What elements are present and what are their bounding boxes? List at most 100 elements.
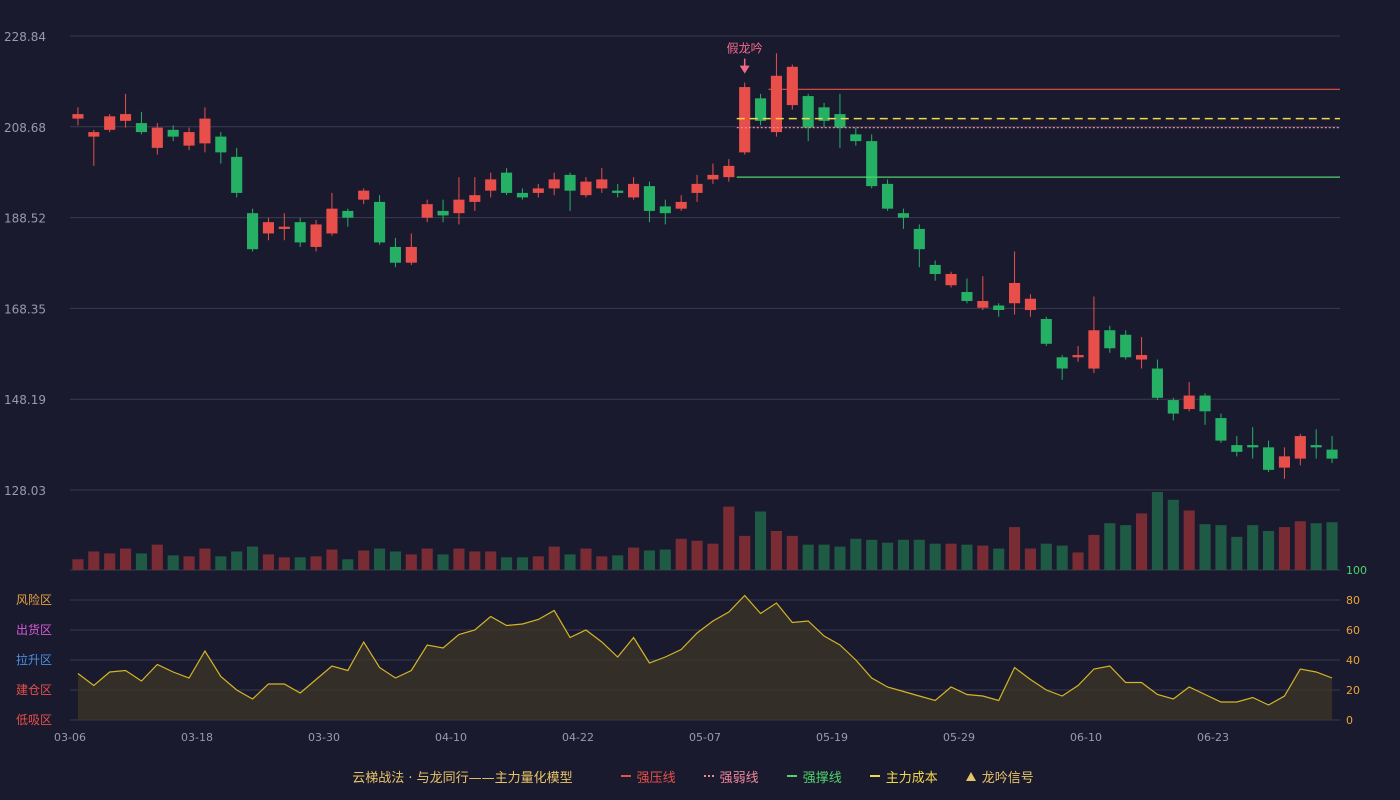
volume-bar	[691, 540, 703, 570]
legend-swatch	[703, 775, 714, 777]
legend-label: 主力成本	[885, 770, 938, 786]
volume-bar	[231, 551, 243, 570]
candle-body	[469, 195, 481, 202]
candle-body	[405, 246, 417, 263]
volume-bar	[866, 539, 878, 570]
volume-bar	[739, 535, 751, 570]
candle-body	[199, 118, 211, 144]
volume-bar	[151, 544, 163, 570]
volume-bar	[135, 553, 147, 570]
volume-bar	[993, 548, 1005, 570]
volume-bar	[374, 548, 386, 570]
legend-item-weak[interactable]: 强弱线	[703, 767, 759, 786]
volume-bar	[437, 554, 449, 570]
candle-body	[1167, 400, 1179, 414]
volume-bar	[802, 544, 814, 570]
candle-body	[945, 273, 957, 286]
volume-bar	[262, 554, 274, 570]
candle-body	[72, 114, 84, 119]
volume-bar	[961, 544, 973, 570]
candle-body	[802, 96, 814, 128]
candle-body	[993, 305, 1005, 310]
candle-body	[294, 222, 306, 243]
candle-body	[1009, 282, 1021, 304]
candle-body	[167, 129, 179, 137]
candle-body	[723, 165, 735, 178]
candle-body	[850, 134, 862, 142]
candle-body	[739, 87, 751, 153]
x-tick-label: 06-23	[1197, 731, 1229, 744]
volume-bar	[1278, 527, 1290, 570]
candle-body	[135, 123, 147, 133]
signal-label: 假龙吟	[727, 41, 763, 56]
volume-bar	[120, 548, 132, 570]
osc-zone-label: 建仓区	[16, 683, 52, 697]
volume-bar	[516, 557, 528, 570]
volume-bar	[342, 559, 354, 570]
candle-body	[548, 179, 560, 189]
osc-zone-label: 风险区	[16, 592, 52, 607]
candle-body	[659, 206, 671, 214]
candle-body	[453, 199, 465, 214]
volume-bar	[278, 557, 290, 570]
volume-bar	[675, 538, 687, 570]
oscillator-line	[77, 594, 1333, 706]
volume-bar	[453, 548, 465, 570]
candle-body	[1310, 445, 1322, 448]
candle-body	[1183, 395, 1195, 410]
volume-bar	[310, 556, 322, 570]
volume-bar	[977, 545, 989, 570]
volume-bar	[1120, 525, 1132, 570]
volume-bar	[818, 544, 830, 570]
volume-bar	[485, 551, 497, 570]
volume-bar	[945, 543, 957, 570]
x-tick-label: 05-29	[943, 731, 975, 744]
volume-bar	[167, 555, 179, 570]
candle-body	[675, 201, 687, 209]
volume-bar	[1310, 523, 1322, 570]
legend-item-cost[interactable]: 主力成本	[869, 767, 938, 786]
volume-bar	[247, 546, 259, 570]
candle-body	[104, 116, 116, 130]
price-tick-label: 128.03	[4, 484, 46, 498]
legend-item-support[interactable]: 强撑线	[786, 767, 842, 786]
candle-body	[1294, 436, 1306, 459]
volume-bar	[1167, 499, 1179, 570]
volume-bar	[770, 531, 782, 570]
price-tick-label: 188.52	[4, 212, 46, 226]
candle-body	[532, 188, 544, 193]
candle-body	[278, 226, 290, 229]
candle-body	[580, 181, 592, 196]
volume-bar	[421, 548, 433, 570]
candle-body	[1072, 355, 1084, 358]
signal-arrow-icon	[739, 65, 750, 74]
legend-label: 强撑线	[802, 770, 842, 786]
candle-body	[437, 210, 449, 216]
candle-body	[231, 156, 243, 193]
osc-tick-label: 80	[1346, 594, 1360, 607]
candle-body	[1024, 298, 1036, 310]
price-tick-label: 208.68	[4, 121, 46, 135]
candle-body	[897, 213, 909, 218]
x-tick-label: 04-10	[435, 731, 467, 744]
triangle-icon	[965, 771, 976, 781]
volume-bar	[564, 554, 576, 570]
candle-body	[929, 264, 941, 274]
legend-label: 强压线	[636, 770, 676, 786]
candle-body	[755, 98, 767, 121]
legend-item-resistance[interactable]: 强压线	[620, 767, 676, 786]
volume-bar	[1183, 510, 1195, 570]
x-tick-label: 03-30	[308, 731, 340, 744]
candle-body	[1088, 330, 1100, 369]
volume-bar	[199, 548, 211, 570]
candle-body	[770, 75, 782, 133]
candle-body	[262, 222, 274, 234]
osc-tick-label: 60	[1346, 624, 1360, 637]
candle-body	[501, 172, 513, 193]
candle-body	[247, 213, 259, 250]
legend-item-signal[interactable]: 龙吟信号	[965, 767, 1034, 786]
volume-bar	[389, 551, 401, 570]
volume-bar	[405, 554, 417, 570]
candle-body	[485, 179, 497, 191]
volume-bar	[596, 556, 608, 570]
